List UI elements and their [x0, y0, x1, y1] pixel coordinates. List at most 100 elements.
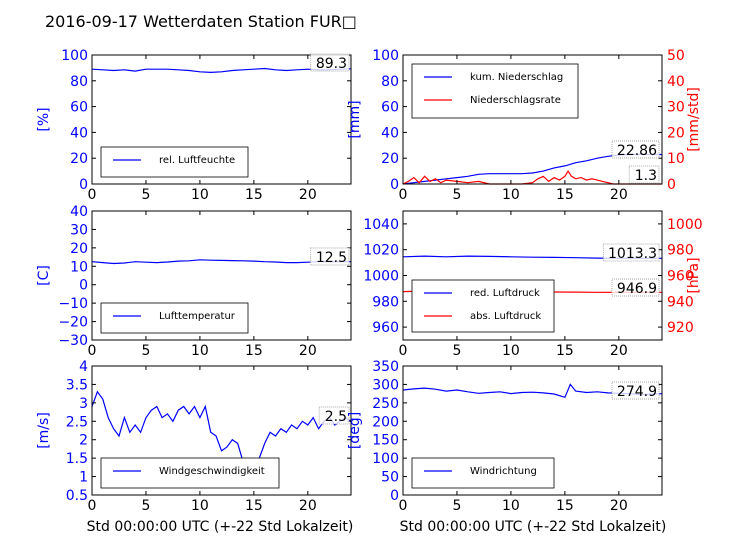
- y-tick-label: 2: [79, 433, 88, 449]
- x-tick-label: 5: [452, 187, 461, 203]
- x-tick-label: 0: [88, 187, 97, 203]
- x-tick-label: 20: [299, 343, 317, 359]
- x-tick-label: 5: [141, 343, 150, 359]
- x-tick-label: 0: [399, 343, 408, 359]
- legend-label: Windgeschwindigkeit: [159, 466, 265, 477]
- y2-tick-label: 0: [667, 177, 676, 193]
- y2-axis-label-pressure: [hPa]: [686, 257, 702, 293]
- plot-frame-wind_direction: [402, 365, 663, 496]
- legend-box-pressure: [411, 279, 555, 333]
- x-tick-label: 0: [88, 343, 97, 359]
- y2-tick-label: 40: [667, 74, 685, 90]
- y-tick-label: 100: [61, 48, 88, 64]
- x-tick-label: 20: [610, 498, 628, 514]
- x-tick-label: 5: [141, 498, 150, 514]
- x-tick-label: 0: [88, 498, 97, 514]
- legend-label: Windrichtung: [470, 466, 537, 477]
- y-tick-label: 4: [79, 359, 88, 375]
- current-value-label: 89.3: [316, 56, 347, 72]
- x-axis-label-left: Std 00:00:00 UTC (+-22 Std Lokalzeit): [87, 519, 354, 535]
- y-tick-label: 10: [70, 259, 88, 275]
- y-tick-label: 0: [390, 177, 399, 193]
- x-tick-label: 5: [452, 343, 461, 359]
- y-tick-label: 1020: [363, 243, 399, 259]
- legend-label: red. Luftdruck: [470, 288, 540, 299]
- x-tick-label: 15: [245, 498, 263, 514]
- current-value-label: 946.9: [617, 281, 657, 297]
- y2-axis-label-precipitation: [mm/std]: [686, 87, 702, 152]
- legend-label: Lufttemperatur: [159, 311, 236, 322]
- current-value-box: [611, 278, 660, 297]
- y-tick-label: −20: [58, 315, 88, 331]
- plot-frame-precipitation: [402, 54, 663, 185]
- current-value-box: [310, 247, 350, 266]
- panel-wind_direction: 0 5 10 15 20050100150200250300350[deg]274.9W…: [347, 359, 663, 514]
- y-tick-label: 2.5: [66, 414, 88, 430]
- y-tick-label: 0: [79, 278, 88, 294]
- y-tick-label: 0.5: [66, 488, 88, 504]
- x-axis-label-right: Std 00:00:00 UTC (+-22 Std Lokalzeit): [400, 519, 667, 535]
- legend-box-wind_speed: [100, 457, 280, 489]
- x-tick-label: 20: [299, 187, 317, 203]
- panel-temperature: 0 5 10 15 20 −30 −20 −10 0 10 20 30 40 [C] 12.5 Lufttem…: [36, 204, 352, 359]
- x-tick-label: 0: [399, 187, 408, 203]
- y-axis-label-precipitation: [mm]: [347, 100, 363, 138]
- y-tick-label: 1: [79, 470, 88, 486]
- x-tick-label: 10: [191, 343, 209, 359]
- y-axis-label-temperature: [C]: [36, 265, 52, 286]
- x-tick-label: 15: [556, 498, 574, 514]
- y-tick-label: 250: [372, 396, 399, 412]
- plot-frame-wind_speed: [91, 365, 352, 496]
- y-tick-label: 50: [381, 470, 399, 486]
- x-tick-label: 15: [556, 187, 574, 203]
- y2-tick-label: 960: [667, 269, 694, 285]
- y-tick-label: 960: [372, 320, 399, 336]
- current-value-box: [611, 140, 660, 159]
- legend-box-wind_direction: [411, 457, 555, 489]
- series-line-wind_speed-0: [91, 390, 352, 471]
- y-axis-label-humidity: [%]: [36, 107, 52, 131]
- y-tick-label: 60: [70, 100, 88, 116]
- panel-humidity: 0 5 10 15 20 0 20 40 60 80 100 [%] 89.3 rel. Luftfeuc…: [36, 48, 352, 203]
- y-tick-label: 3: [79, 396, 88, 412]
- x-tick-label: 20: [299, 498, 317, 514]
- y-tick-label: 0: [79, 177, 88, 193]
- x-tick-label: 5: [141, 187, 150, 203]
- legend-box-temperature: [100, 302, 249, 334]
- y-tick-label: 30: [70, 222, 88, 238]
- y-tick-label: 200: [372, 414, 399, 430]
- legend-label: rel. Luftfeuchte: [159, 155, 235, 166]
- x-tick-label: 15: [245, 187, 263, 203]
- legend-label: kum. Niederschlag: [470, 72, 563, 83]
- y-tick-label: 1040: [363, 217, 399, 233]
- x-tick-label: 10: [191, 498, 209, 514]
- legend-box-humidity: [100, 146, 249, 178]
- x-tick-label: 15: [556, 343, 574, 359]
- y-tick-label: 980: [372, 294, 399, 310]
- y-tick-label: 40: [381, 125, 399, 141]
- x-tick-label: 10: [502, 187, 520, 203]
- y-tick-label: 1000: [363, 269, 399, 285]
- y2-tick-label: 20: [667, 125, 685, 141]
- y-tick-label: 150: [372, 433, 399, 449]
- y-tick-label: 100: [372, 48, 399, 64]
- y-tick-label: 80: [70, 74, 88, 90]
- plot-frame-temperature: [91, 210, 352, 341]
- current-value-label: 1013.3: [608, 246, 657, 262]
- series-line-humidity-0: [91, 67, 352, 74]
- current-value-box: [628, 165, 660, 184]
- y-tick-label: −30: [58, 333, 88, 349]
- y-tick-label: 1.5: [66, 451, 88, 467]
- current-value-label: 1.3: [635, 168, 657, 184]
- x-tick-label: 20: [610, 187, 628, 203]
- y-tick-label: 80: [381, 74, 399, 90]
- y2-tick-label: 50: [667, 48, 685, 64]
- current-value-label: 22.86: [617, 143, 657, 159]
- y-tick-label: 40: [70, 204, 88, 220]
- x-tick-label: 20: [610, 343, 628, 359]
- legend-box-precipitation: [411, 63, 579, 119]
- panel-wind_speed: 0 5 10 15 20 0.5 1 1.5 2 2.5 3 3.5 4 [m/s] 2.5 Windgesc…: [36, 359, 352, 514]
- current-value-label: 274.9: [617, 384, 657, 400]
